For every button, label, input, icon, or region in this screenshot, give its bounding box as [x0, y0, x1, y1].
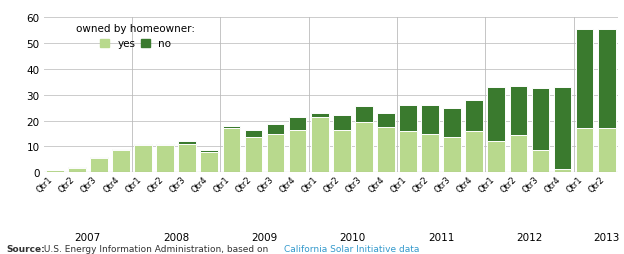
Bar — [399, 131, 417, 173]
Bar — [223, 129, 240, 173]
Bar — [134, 144, 152, 146]
Bar — [377, 113, 395, 128]
Text: U.S. Energy Information Administration, based on: U.S. Energy Information Administration, … — [41, 244, 271, 253]
Bar — [421, 106, 439, 134]
Bar — [487, 87, 505, 142]
Bar — [466, 131, 483, 173]
Bar — [576, 29, 593, 129]
Bar — [399, 106, 417, 131]
Text: Source:: Source: — [6, 244, 45, 253]
Bar — [245, 130, 262, 138]
Bar — [355, 107, 373, 122]
Bar — [178, 144, 196, 173]
Bar — [466, 100, 483, 131]
Bar — [112, 151, 130, 173]
Text: 2012: 2012 — [516, 232, 543, 242]
Bar — [510, 135, 527, 173]
Bar — [68, 168, 85, 173]
Bar — [333, 116, 351, 130]
Bar — [289, 130, 306, 173]
Text: 2008: 2008 — [163, 232, 189, 242]
Bar — [598, 29, 615, 129]
Bar — [266, 134, 285, 173]
Bar — [553, 169, 572, 173]
Bar — [200, 151, 218, 152]
Bar — [487, 142, 505, 173]
Bar — [510, 86, 527, 135]
Bar — [532, 89, 549, 151]
Bar — [443, 108, 461, 138]
Bar — [90, 158, 108, 173]
Text: 2009: 2009 — [251, 232, 278, 242]
Text: 2007: 2007 — [75, 232, 101, 242]
Bar — [134, 146, 152, 173]
Bar — [532, 151, 549, 173]
Bar — [90, 157, 108, 158]
Bar — [178, 142, 196, 144]
Bar — [156, 144, 174, 146]
Legend: yes, no: yes, no — [72, 20, 199, 53]
Bar — [289, 117, 306, 130]
Text: 2013: 2013 — [593, 232, 620, 242]
Bar — [156, 146, 174, 173]
Bar — [333, 130, 351, 173]
Bar — [311, 117, 328, 173]
Bar — [200, 152, 218, 173]
Text: 2010: 2010 — [339, 232, 366, 242]
Bar — [443, 138, 461, 173]
Bar — [598, 129, 615, 173]
Bar — [46, 171, 64, 173]
Bar — [576, 129, 593, 173]
Text: 2011: 2011 — [428, 232, 454, 242]
Bar — [112, 149, 130, 151]
Bar — [311, 113, 328, 117]
Bar — [377, 128, 395, 173]
Text: California Solar Initiative data: California Solar Initiative data — [284, 244, 419, 253]
Bar — [553, 87, 572, 169]
Bar — [355, 122, 373, 173]
Bar — [421, 134, 439, 173]
Bar — [266, 125, 285, 134]
Bar — [223, 126, 240, 129]
Bar — [245, 138, 262, 173]
